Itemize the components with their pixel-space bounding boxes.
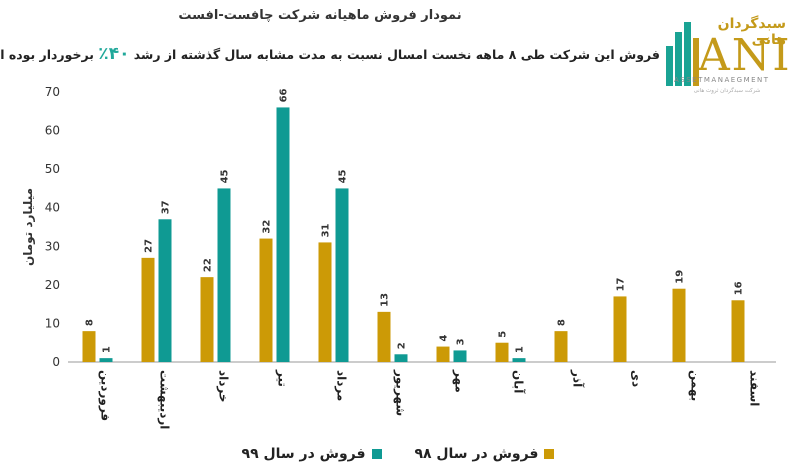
data-label: 8 [85,319,96,326]
y-tick-label: 40 [45,201,60,215]
x-tick-label: آذر [571,369,586,388]
legend-label-98: فروش در سال ۹۸ [414,446,539,462]
data-label: 2 [397,342,408,349]
x-tick-label: بهمن [689,370,703,401]
bar-99 [99,358,113,362]
x-tick-label: مهر [453,369,467,393]
subtitle-text-after: برخوردار بوده است. [0,47,94,62]
x-tick-label: دی [630,370,644,387]
data-label: 5 [498,331,509,338]
bar-99 [276,107,290,362]
x-tick-label: مرداد [335,370,349,401]
bar-98 [141,257,155,362]
company-logo: سبدگردان هانی ANI ASSETMANAEGMENT شرکت س… [662,14,790,100]
y-tick-label: 10 [45,316,60,330]
bar-98 [82,331,96,362]
data-label: 1 [102,346,113,353]
chart-subtitle: فروش این شرکت طی ۸ ماهه نخست امسال نسبت … [0,44,660,64]
bar-98 [495,342,509,362]
x-tick-label: اسفند [748,370,762,406]
data-label: 8 [557,319,568,326]
legend-swatch-98 [544,449,555,459]
subtitle-text-before: فروش این شرکت طی ۸ ماهه نخست امسال نسبت … [129,47,660,62]
data-label: 19 [675,270,686,284]
logo-brand-latin: ANI [698,30,792,81]
y-tick-label: 30 [45,239,60,253]
x-tick-label: خرداد [217,370,231,403]
data-label: 45 [220,169,231,183]
bar-99 [217,188,231,362]
data-label: 22 [203,258,214,272]
bar-98 [554,331,568,362]
data-label: 16 [734,281,745,295]
legend-item-99: فروش در سال ۹۹ [242,446,382,462]
chart-title: نمودار فروش ماهیانه شرکت چافست-افست [178,8,462,23]
data-label: 45 [338,169,349,183]
logo-subline: ASSETMANAEGMENT [674,76,770,84]
bar-98 [672,288,686,362]
bar-99 [158,219,172,362]
bar-98 [200,277,214,362]
data-label: 27 [144,239,155,253]
data-label: 4 [439,335,450,342]
x-tick-label: فروردین [98,370,113,421]
legend-item-98: فروش در سال ۹۸ [414,446,555,462]
bar-99 [335,188,349,362]
data-label: 32 [262,220,273,234]
y-tick-label: 0 [52,355,60,369]
logo-buildings-icon [666,22,699,86]
logo-tagline: شرکت سبدگردان ثروت هانی [693,88,761,94]
bar-98 [259,238,273,362]
y-tick-label: 70 [45,85,60,99]
bar-98 [377,311,391,362]
x-tick-label: اردیبهشت [158,370,172,429]
data-label: 66 [279,88,290,102]
y-axis-label: میلیارد تومان [21,188,36,266]
data-label: 1 [515,346,526,353]
bar-98 [318,242,332,362]
chart-legend: فروش در سال ۹۸ فروش در سال ۹۹ [0,446,796,462]
x-tick-label: تیر [276,369,290,387]
data-label: 13 [380,293,391,307]
y-tick-label: 20 [45,278,60,292]
legend-label-99: فروش در سال ۹۹ [241,446,366,462]
bar-98 [436,346,450,362]
y-tick-label: 60 [45,124,60,138]
bar-98 [613,296,627,362]
logo-brand-fa: سبدگردان هانی [717,16,786,48]
y-tick-label: 50 [45,162,60,176]
bar-99 [512,358,526,362]
bar-98 [731,300,745,362]
x-tick-label: شهریور [393,369,408,416]
data-label: 17 [616,277,627,291]
bar-99 [453,350,467,362]
data-label: 37 [161,200,172,214]
x-tick-label: آبان [512,370,527,394]
growth-value: ۴۰٪ [98,44,130,64]
bar-99 [394,354,408,362]
data-label: 31 [321,223,332,237]
data-label: 3 [456,338,467,345]
legend-swatch-99 [371,449,382,459]
